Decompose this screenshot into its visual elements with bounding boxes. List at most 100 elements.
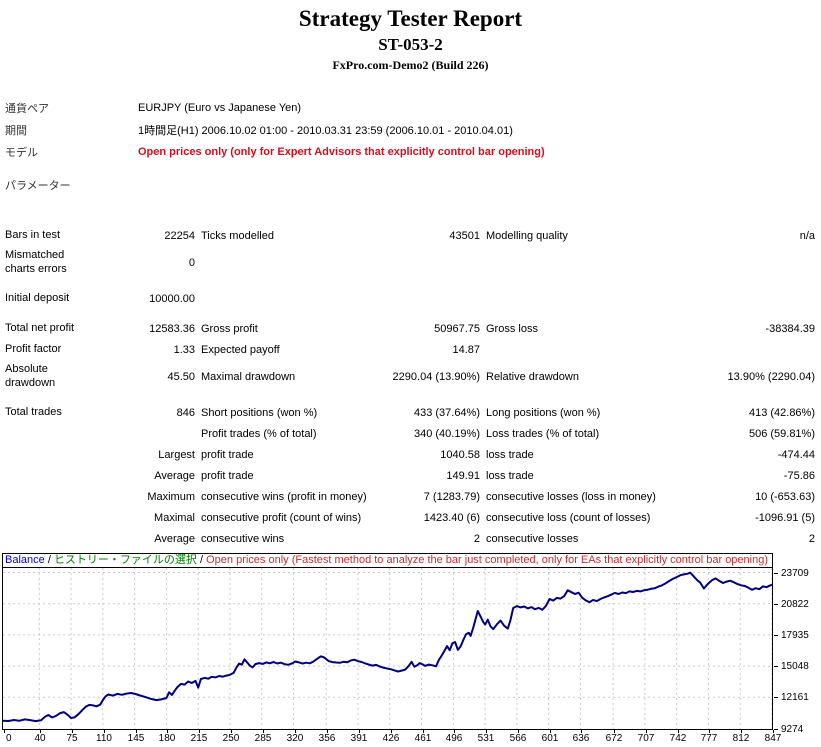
stats-label: Initial deposit bbox=[5, 292, 70, 305]
stats-label: consecutive losses (loss in money) bbox=[486, 490, 656, 503]
stats-label: consecutive losses bbox=[486, 532, 579, 545]
server-build: FxPro.com-Demo2 (Build 226) bbox=[332, 57, 489, 72]
y-axis-labels: 23709 20822 17935 15048 12161 9274 bbox=[773, 568, 819, 735]
stats-label: Modelling quality bbox=[486, 229, 568, 242]
x-tick bbox=[518, 730, 519, 734]
stats-value: 10000.00 bbox=[149, 292, 195, 305]
info-label: パラメーター bbox=[5, 180, 71, 193]
stats-value: 2 bbox=[473, 532, 480, 545]
stats-value: Largest bbox=[158, 448, 195, 461]
stats-value: 50967.75 bbox=[434, 322, 480, 335]
x-tick-label: 75 bbox=[66, 733, 78, 745]
stats-label: loss trade bbox=[486, 448, 534, 461]
stats-value: 846 bbox=[176, 406, 195, 419]
balance-plot-area bbox=[3, 568, 772, 730]
stats-label: consecutive wins (profit in money) bbox=[201, 490, 367, 503]
info-row: 通貨ペア EURJPY (Euro vs Japanese Yen) bbox=[5, 97, 821, 119]
stats-value: Average bbox=[154, 469, 195, 482]
stats-value: 12583.36 bbox=[149, 322, 195, 335]
y-tick-label: 15048 bbox=[781, 661, 809, 673]
x-tick bbox=[136, 730, 137, 734]
y-tick bbox=[774, 635, 778, 637]
stats-label: Bars in test bbox=[5, 229, 61, 242]
x-tick-label: 777 bbox=[700, 733, 718, 745]
x-tick bbox=[231, 730, 232, 734]
test-settings-table: 通貨ペア EURJPY (Euro vs Japanese Yen) 期間 1時間足(… bbox=[5, 97, 821, 196]
x-tick bbox=[423, 730, 424, 734]
x-tick bbox=[741, 730, 742, 734]
stats-row: Maximum consecutive wins (profit in money… bbox=[5, 486, 815, 507]
info-label: 通貨ペア bbox=[5, 103, 49, 116]
stats-value: 2290.04 (13.90%) bbox=[392, 370, 480, 383]
x-tick bbox=[550, 730, 551, 734]
stats-value: Average bbox=[154, 532, 195, 545]
statistics-table: Bars in test 22254 Ticks modelled 43501 Mode… bbox=[5, 225, 815, 549]
model-note-label: Open prices only (Fastest method to anal… bbox=[206, 554, 769, 567]
stats-value: 43501 bbox=[449, 229, 480, 242]
x-tick bbox=[40, 730, 41, 734]
x-tick-label: 356 bbox=[318, 733, 336, 745]
legend-separator: / bbox=[196, 554, 207, 567]
stats-value: -1096.91 (5) bbox=[755, 511, 815, 524]
x-tick-label: 110 bbox=[96, 733, 112, 745]
stats-value: -75.86 bbox=[783, 469, 815, 482]
stats-label: Ticks modelled bbox=[201, 229, 274, 242]
stats-row: Average profit trade 149.91 loss trade -75.8… bbox=[5, 465, 815, 486]
x-tick-label: 391 bbox=[350, 733, 368, 745]
info-row: パラメーター bbox=[5, 174, 821, 196]
x-tick bbox=[773, 730, 774, 734]
legend-separator: / bbox=[44, 554, 54, 567]
stats-value: 10 (-653.63) bbox=[755, 490, 815, 503]
info-row: モデル Open prices only (only for Expert Adv… bbox=[5, 141, 821, 163]
table-spacer bbox=[5, 309, 815, 318]
stats-value: 149.91 bbox=[446, 469, 480, 482]
x-tick bbox=[614, 730, 615, 734]
stats-label: loss trade bbox=[486, 469, 534, 482]
stats-value: 0 bbox=[188, 256, 195, 269]
info-label: 期間 bbox=[5, 125, 27, 138]
x-tick-label: 320 bbox=[286, 733, 304, 745]
stats-row: Profit factor 1.33 Expected payoff 14.87 bbox=[5, 339, 815, 360]
y-tick-label: 17935 bbox=[781, 630, 809, 642]
x-tick-label: 285 bbox=[254, 733, 272, 745]
x-tick bbox=[359, 730, 360, 734]
x-tick bbox=[104, 730, 105, 734]
x-tick bbox=[646, 730, 647, 734]
stats-label: Gross loss bbox=[486, 322, 538, 335]
stats-row: Profit trades (% of total) 340 (40.19%) Lo… bbox=[5, 423, 815, 444]
stats-value: 413 (42.86%) bbox=[748, 406, 815, 419]
x-tick bbox=[486, 730, 487, 734]
x-tick bbox=[167, 730, 168, 734]
x-tick-label: 461 bbox=[414, 733, 432, 745]
balance-line bbox=[3, 572, 772, 723]
stats-label: Total trades bbox=[5, 406, 62, 419]
history-file-select-label: ヒストリー・ファイルの選択 bbox=[53, 554, 197, 567]
stats-row: Mismatched charts errors 0 bbox=[5, 246, 815, 279]
stats-label: Absolute drawdown bbox=[5, 363, 56, 389]
stats-row: Total net profit 12583.36 Gross profit 5096… bbox=[5, 318, 815, 339]
table-spacer bbox=[5, 393, 815, 402]
y-tick bbox=[774, 573, 778, 575]
balance-chart-box: Balance / ヒストリー・ファイルの選択 / Open prices on… bbox=[2, 553, 773, 731]
stats-label: consecutive profit (count of wins) bbox=[201, 511, 362, 524]
stats-label: profit trade bbox=[201, 448, 254, 461]
x-tick-label: 531 bbox=[477, 733, 495, 745]
x-tick bbox=[263, 730, 264, 734]
balance-curve-svg bbox=[3, 568, 772, 730]
info-value: Open prices only (only for Expert Adviso… bbox=[138, 146, 545, 159]
y-tick bbox=[774, 666, 778, 668]
stats-label: Gross profit bbox=[201, 322, 258, 335]
balance-series-label: Balance bbox=[5, 554, 45, 567]
x-tick-label: 496 bbox=[445, 733, 463, 745]
stats-label: Expected payoff bbox=[201, 343, 280, 356]
x-axis-labels: 0 40 75 110 145 180 215 250 285 320 356 391 426 461 49… bbox=[3, 730, 793, 747]
stats-value: 1.33 bbox=[173, 343, 195, 356]
x-tick-label: 145 bbox=[127, 733, 145, 745]
stats-label: Mismatched charts errors bbox=[5, 249, 67, 275]
stats-value: Maximum bbox=[147, 490, 195, 503]
stats-label: Profit trades (% of total) bbox=[201, 427, 317, 440]
stats-value: 13.90% (2290.04) bbox=[727, 370, 815, 383]
x-tick-label: 707 bbox=[637, 733, 655, 745]
stats-value: 506 (59.81%) bbox=[748, 427, 815, 440]
stats-row: Maximal consecutive profit (count of wins… bbox=[5, 507, 815, 528]
